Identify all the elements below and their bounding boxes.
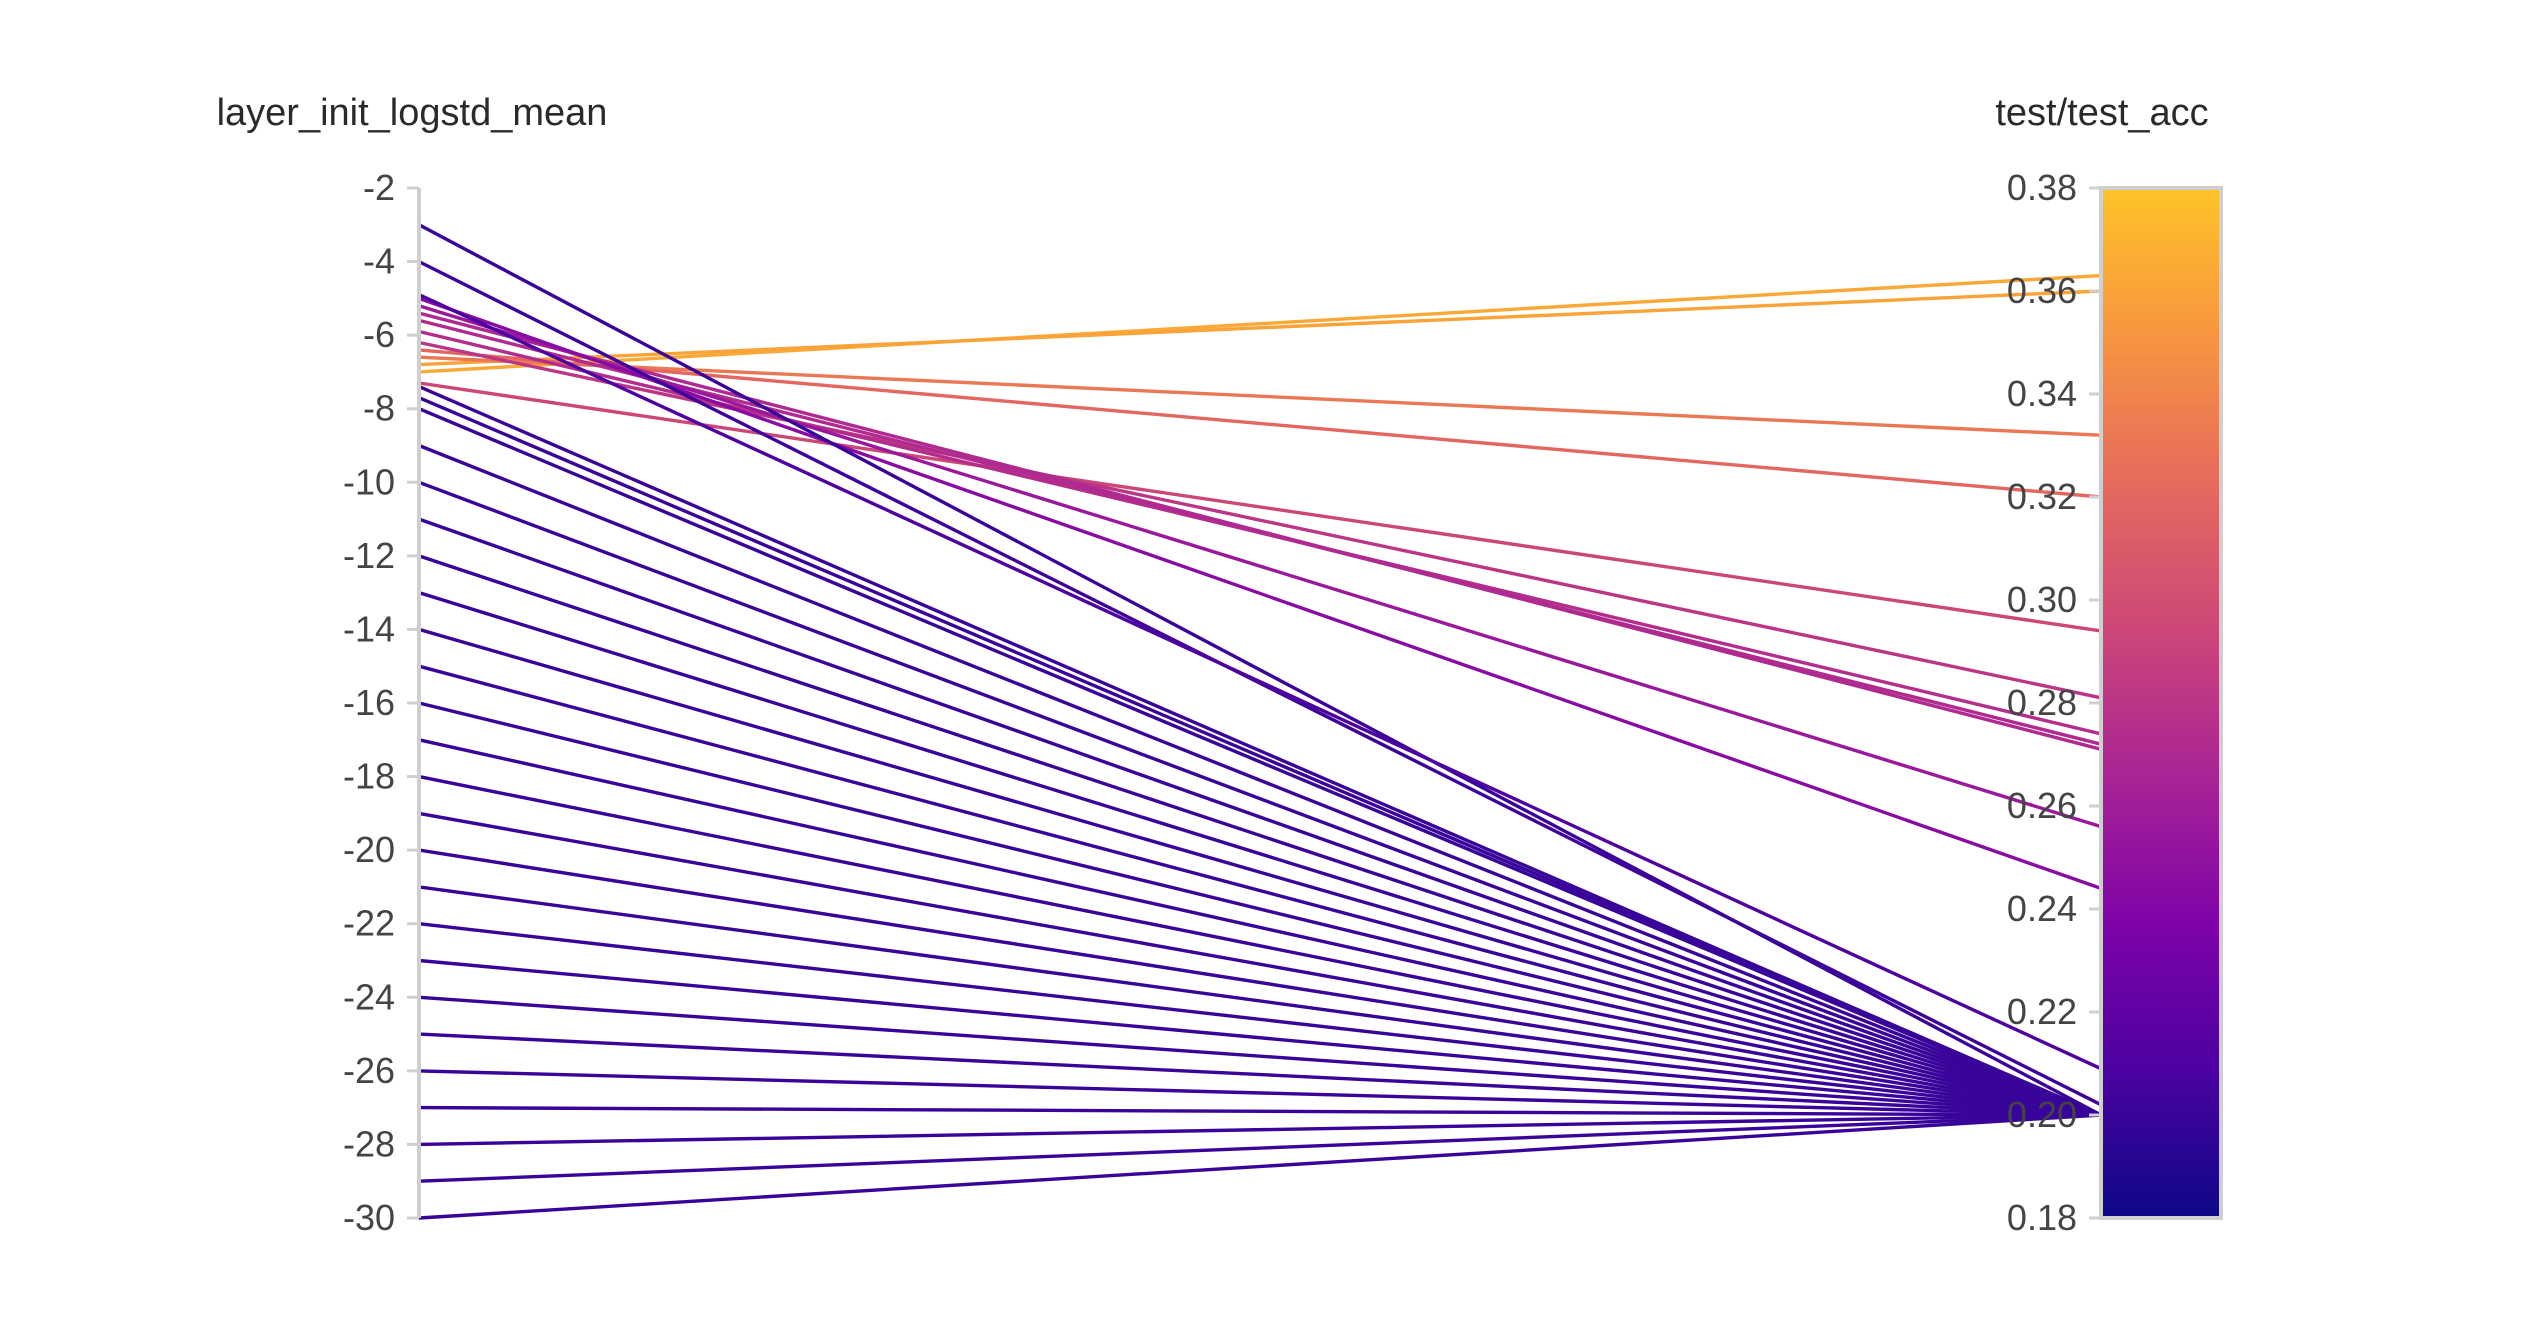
tick-label-right: 0.30 <box>2007 579 2077 620</box>
polylines-layer <box>417 223 2103 1220</box>
tick-label-right: 0.36 <box>2007 270 2077 311</box>
polyline-11[interactable] <box>417 223 2103 1117</box>
tick-label-left: -6 <box>363 314 395 355</box>
polyline-18[interactable] <box>417 480 2103 1117</box>
tick-label-right: 0.22 <box>2007 991 2077 1032</box>
tick-label-left: -4 <box>363 241 395 282</box>
polyline-2[interactable] <box>417 355 2103 437</box>
polyline-33[interactable] <box>417 1032 2103 1117</box>
polyline-9[interactable] <box>417 304 2103 829</box>
polyline-1[interactable] <box>417 289 2103 367</box>
polyline-32[interactable] <box>417 995 2103 1117</box>
polyline-22[interactable] <box>417 627 2103 1117</box>
polyline-13[interactable] <box>417 293 2103 1071</box>
tick-group-left: -2 -4 -6 -8 -10 -12 -14 -16 -18 -20 -22 -24 -26 -28 -3… <box>343 167 419 1238</box>
polyline-27[interactable] <box>417 811 2103 1117</box>
axis-title-test-acc: test/test_acc <box>1995 92 2208 134</box>
polyline-0[interactable] <box>417 273 2103 374</box>
polyline-20[interactable] <box>417 554 2103 1117</box>
tick-label-right: 0.32 <box>2007 476 2077 517</box>
tick-label-right: 0.24 <box>2007 888 2077 929</box>
polyline-10[interactable] <box>417 296 2103 891</box>
tick-label-right: 0.20 <box>2007 1094 2077 1135</box>
polyline-36[interactable] <box>417 1113 2103 1147</box>
polyline-29[interactable] <box>417 885 2103 1117</box>
polyline-28[interactable] <box>417 848 2103 1117</box>
tick-label-right: 0.38 <box>2007 167 2077 208</box>
tick-label-right: 0.28 <box>2007 682 2077 723</box>
tick-label-left: -24 <box>343 976 395 1017</box>
polyline-30[interactable] <box>417 922 2103 1117</box>
tick-label-left: -10 <box>343 461 395 502</box>
tick-label-left: -14 <box>343 608 395 649</box>
axis-title-layer-init-logstd-mean: layer_init_logstd_mean <box>217 92 608 134</box>
tick-label-left: -28 <box>343 1123 395 1164</box>
polyline-35[interactable] <box>417 1105 2103 1117</box>
tick-label-left: -30 <box>343 1197 395 1238</box>
colorscale-bar[interactable] <box>2099 186 2223 1220</box>
polyline-34[interactable] <box>417 1069 2103 1117</box>
tick-label-left: -2 <box>363 167 395 208</box>
tick-label-left: -8 <box>363 388 395 429</box>
polyline-26[interactable] <box>417 774 2103 1117</box>
polyline-19[interactable] <box>417 517 2103 1117</box>
tick-label-left: -26 <box>343 1050 395 1091</box>
axis-layer-init-logstd-mean: layer_init_logstd_mean -2 -4 -6 -8 -10 -12 -14… <box>217 92 608 1238</box>
polyline-21[interactable] <box>417 590 2103 1117</box>
polyline-17[interactable] <box>417 443 2103 1117</box>
tick-label-left: -16 <box>343 682 395 723</box>
tick-group-right: 0.38 0.36 0.34 0.32 0.30 0.28 0.26 0.24 0.22 0.20… <box>2007 167 2101 1238</box>
polyline-31[interactable] <box>417 958 2103 1117</box>
tick-label-left: -18 <box>343 756 395 797</box>
polyline-37[interactable] <box>417 1113 2103 1183</box>
tick-label-right: 0.18 <box>2007 1197 2077 1238</box>
polyline-16[interactable] <box>417 407 2103 1117</box>
tick-label-right: 0.26 <box>2007 785 2077 826</box>
polyline-8[interactable] <box>417 311 2103 751</box>
polyline-25[interactable] <box>417 738 2103 1117</box>
polyline-14[interactable] <box>417 384 2103 1117</box>
tick-label-left: -12 <box>343 535 395 576</box>
polyline-38[interactable] <box>417 1113 2103 1220</box>
tick-label-left: -20 <box>343 829 395 870</box>
axis-test-acc: test/test_acc 0.380.360.340.320.300.280.… <box>1995 92 2223 1238</box>
polyline-23[interactable] <box>417 664 2103 1117</box>
polyline-24[interactable] <box>417 701 2103 1117</box>
tick-label-left: -22 <box>343 903 395 944</box>
tick-label-right: 0.34 <box>2007 373 2077 414</box>
